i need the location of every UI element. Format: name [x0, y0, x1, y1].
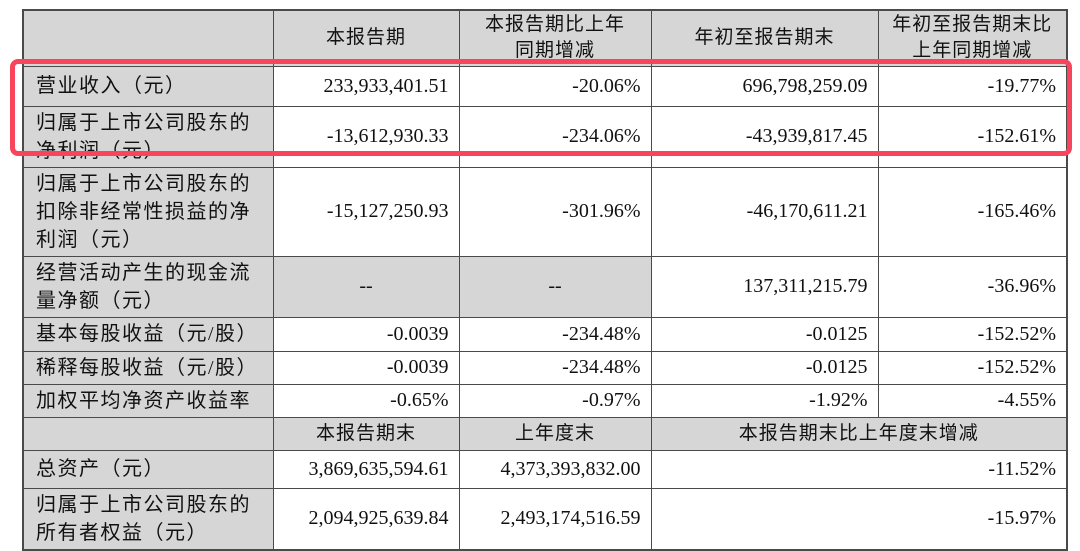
cell-ytd-yoy-change: -19.77%: [877, 65, 1068, 107]
cell-current-period: 233,933,401.51: [272, 65, 460, 107]
header-ytd-yoy-change: 年初至报告期末比 上年同期增减: [877, 9, 1068, 67]
header-yoy-change: 本报告期比上年 同期增减: [458, 9, 652, 67]
cell-ytd: -43,939,817.45: [650, 105, 879, 168]
cell-current-period: -0.0039: [272, 316, 460, 352]
row-label: 归属于上市公司股东的扣除非经常性损益的净利润（元）: [22, 166, 274, 257]
table-row-total-assets: 总资产（元） 3,869,635,594.61 4,373,393,832.00…: [22, 449, 1068, 489]
header-period-end: 本报告期末: [272, 416, 460, 451]
cell-ytd-yoy-change: -4.55%: [877, 383, 1068, 418]
cell-period-end: 3,869,635,594.61: [272, 449, 460, 489]
row-label: 经营活动产生的现金流量净额（元）: [22, 255, 274, 318]
header-ytd: 年初至报告期末: [650, 9, 879, 67]
corner-cell: [22, 416, 274, 451]
cell-change: -15.97%: [650, 487, 1068, 551]
table-row-weighted-avg-roe: 加权平均净资产收益率 -0.65% -0.97% -1.92% -4.55%: [22, 383, 1068, 418]
row-label: 加权平均净资产收益率: [22, 383, 274, 418]
cell-yoy-change: -20.06%: [458, 65, 652, 107]
row-label: 总资产（元）: [22, 449, 274, 489]
cell-prior-year-end: 4,373,393,832.00: [458, 449, 652, 489]
cell-ytd: -0.0125: [650, 316, 879, 352]
cell-prior-year-end: 2,493,174,516.59: [458, 487, 652, 551]
table-row-diluted-eps: 稀释每股收益（元/股） -0.0039 -234.48% -0.0125 -15…: [22, 350, 1068, 385]
row-label: 基本每股收益（元/股）: [22, 316, 274, 352]
cell-yoy-change: -0.97%: [458, 383, 652, 418]
cell-change: -11.52%: [650, 449, 1068, 489]
cell-ytd: -0.0125: [650, 350, 879, 385]
cell-current-period: -13,612,930.33: [272, 105, 460, 168]
row-label: 归属于上市公司股东的所有者权益（元）: [22, 487, 274, 551]
table-row-net-profit-excl-nonrecurring: 归属于上市公司股东的扣除非经常性损益的净利润（元） -15,127,250.93…: [22, 166, 1068, 257]
row-label: 归属于上市公司股东的净利润（元）: [22, 105, 274, 168]
header-prior-year-end: 上年度末: [458, 416, 652, 451]
cell-ytd: 137,311,215.79: [650, 255, 879, 318]
cell-ytd: 696,798,259.09: [650, 65, 879, 107]
cell-ytd-yoy-change: -165.46%: [877, 166, 1068, 257]
section1-header-row: 本报告期 本报告期比上年 同期增减 年初至报告期末 年初至报告期末比 上年同期增…: [22, 9, 1068, 67]
table-row-basic-eps: 基本每股收益（元/股） -0.0039 -234.48% -0.0125 -15…: [22, 316, 1068, 352]
table-row-operating-cash-flow: 经营活动产生的现金流量净额（元） -- -- 137,311,215.79 -3…: [22, 255, 1068, 318]
corner-cell: [22, 9, 274, 67]
cell-yoy-change: --: [458, 255, 652, 318]
row-label: 稀释每股收益（元/股）: [22, 350, 274, 385]
table-row-net-profit: 归属于上市公司股东的净利润（元） -13,612,930.33 -234.06%…: [22, 105, 1068, 168]
cell-period-end: 2,094,925,639.84: [272, 487, 460, 551]
cell-yoy-change: -301.96%: [458, 166, 652, 257]
cell-ytd-yoy-change: -152.61%: [877, 105, 1068, 168]
header-period-end-change: 本报告期末比上年度末增减: [650, 416, 1068, 451]
cell-ytd: -46,170,611.21: [650, 166, 879, 257]
section2-header-row: 本报告期末 上年度末 本报告期末比上年度末增减: [22, 416, 1068, 451]
cell-current-period: -0.65%: [272, 383, 460, 418]
cell-ytd: -1.92%: [650, 383, 879, 418]
table-row-revenue: 营业收入（元） 233,933,401.51 -20.06% 696,798,2…: [22, 65, 1068, 107]
cell-yoy-change: -234.06%: [458, 105, 652, 168]
cell-yoy-change: -234.48%: [458, 350, 652, 385]
row-label: 营业收入（元）: [22, 65, 274, 107]
cell-current-period: -0.0039: [272, 350, 460, 385]
financial-summary-table: 本报告期 本报告期比上年 同期增减 年初至报告期末 年初至报告期末比 上年同期增…: [22, 9, 1068, 551]
header-current-period: 本报告期: [272, 9, 460, 67]
table-row-owners-equity: 归属于上市公司股东的所有者权益（元） 2,094,925,639.84 2,49…: [22, 487, 1068, 551]
cell-current-period: -15,127,250.93: [272, 166, 460, 257]
cell-ytd-yoy-change: -152.52%: [877, 316, 1068, 352]
cell-ytd-yoy-change: -36.96%: [877, 255, 1068, 318]
cell-yoy-change: -234.48%: [458, 316, 652, 352]
cell-ytd-yoy-change: -152.52%: [877, 350, 1068, 385]
cell-current-period: --: [272, 255, 460, 318]
